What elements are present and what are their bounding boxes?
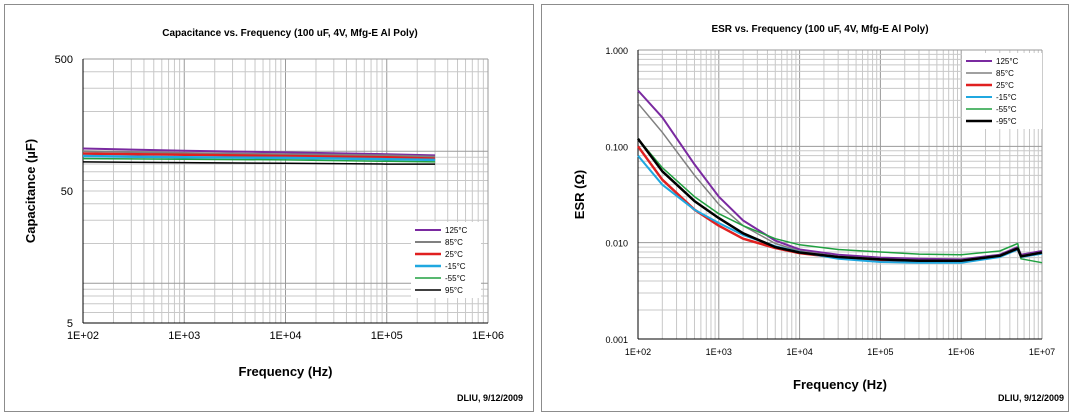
esr-chart: ESR vs. Frequency (100 uF, 4V, Mfg-E Al … [572,24,1064,403]
x-tick-label: 1E+03 [706,347,732,357]
x-tick-label: 1E+02 [67,330,99,342]
x-tick-label: 1E+05 [867,347,893,357]
legend-label: 125°C [445,226,468,235]
legend-label: 85°C [445,238,463,247]
series-line [82,154,436,162]
legend-label: -15°C [445,262,466,271]
credit-text: DLIU, 9/12/2009 [457,393,523,403]
series-line [82,161,436,165]
capacitance-chart-panel: Capacitance vs. Frequency (100 uF, 4V, M… [4,4,534,412]
legend-background [411,222,481,298]
legend-label: 85°C [996,69,1014,78]
y-tick-label: 0.001 [605,335,628,345]
y-tick-label: 5 [67,318,73,330]
legend-label: 125°C [996,57,1019,66]
chart-legend: 125°C 85°C 25°C -15°C -55°C 95°C [411,222,481,298]
y-tick-label: 0.100 [605,142,628,152]
legend-label: -15°C [996,93,1017,102]
x-axis-label: Frequency (Hz) [239,364,333,379]
y-axis-label: Capacitance (µF) [23,139,38,243]
y-tick-label: 1.000 [605,46,628,56]
y-axis-label: ESR (Ω) [572,170,587,219]
chart-title: ESR vs. Frequency (100 uF, 4V, Mfg-E Al … [711,24,928,35]
chart-title: Capacitance vs. Frequency (100 uF, 4V, M… [162,28,417,39]
x-tick-label: 1E+04 [786,347,812,357]
series-line [82,150,436,158]
legend-label: -55°C [445,274,466,283]
credit-text: DLIU, 9/12/2009 [998,393,1064,403]
legend-background [962,53,1042,129]
series-line [636,137,1043,262]
series-line [82,152,436,160]
y-tick-label: 0.010 [605,239,628,249]
legend-label: -55°C [996,105,1017,114]
legend-label: 95°C [445,286,463,295]
legend-label: 25°C [996,81,1014,90]
x-tick-label: 1E+06 [472,330,504,342]
x-tick-label: 1E+07 [1029,347,1055,357]
capacitance-chart: Capacitance vs. Frequency (100 uF, 4V, M… [23,28,523,403]
legend-label: -95°C [996,117,1017,126]
x-axis-label: Frequency (Hz) [793,377,887,392]
legend-label: 25°C [445,250,463,259]
x-tick-label: 1E+03 [168,330,200,342]
x-tick-label: 1E+04 [269,330,301,342]
plot-grid [82,58,488,324]
y-tick-label: 500 [55,54,73,66]
series-line [637,138,1043,264]
x-tick-label: 1E+06 [948,347,974,357]
chart-legend: 125°C 85°C 25°C -15°C -55°C -95°C [962,53,1042,129]
y-tick-label: 50 [61,186,73,198]
series-line [82,147,436,157]
x-tick-label: 1E+05 [371,330,403,342]
esr-chart-panel: ESR vs. Frequency (100 uF, 4V, Mfg-E Al … [541,4,1069,412]
x-tick-label: 1E+02 [625,347,651,357]
series-line [82,157,436,163]
